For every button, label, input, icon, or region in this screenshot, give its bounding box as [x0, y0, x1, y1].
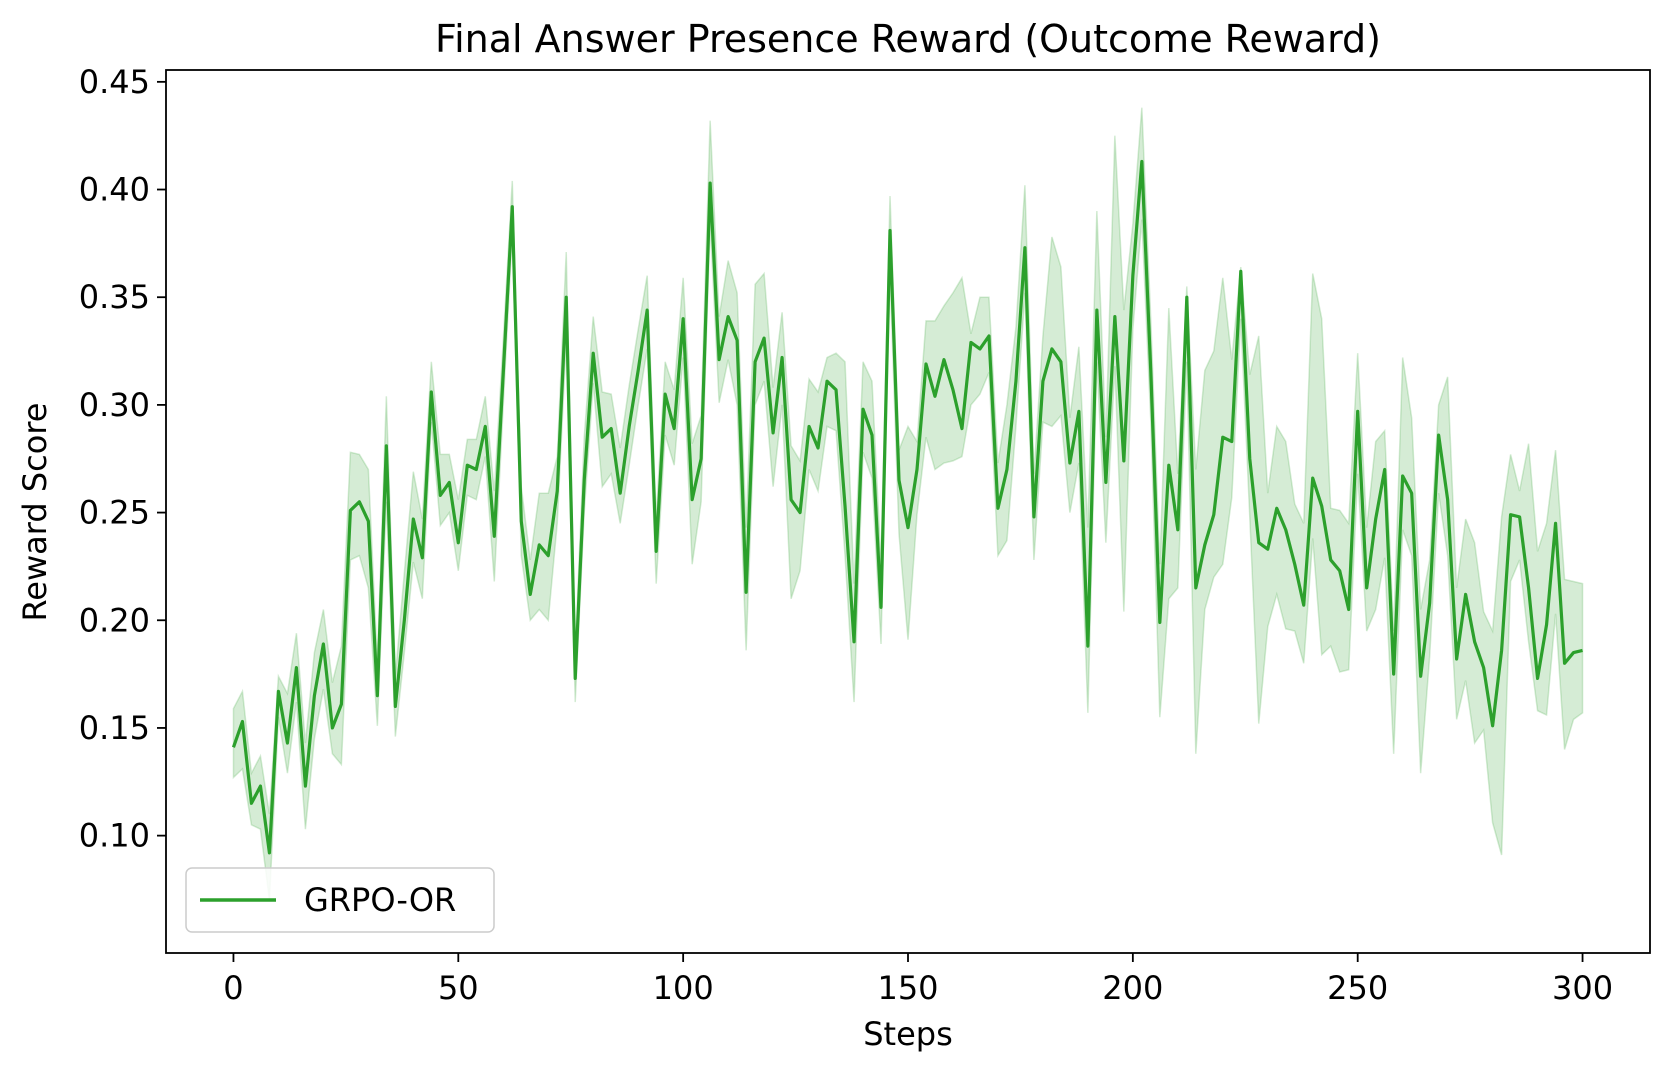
x-axis-ticks: 0 50 100 150 200 250 300: [223, 953, 1613, 1007]
series-line-layer: [231, 159, 1583, 855]
x-tick-label: 50: [438, 969, 479, 1007]
y-tick-label: 0.25: [79, 494, 150, 532]
x-tick-label: 300: [1552, 969, 1613, 1007]
y-axis-label: Reward Score: [16, 403, 54, 622]
series-line-grpo-or: [231, 159, 1583, 855]
y-tick-label: 0.10: [79, 817, 150, 855]
y-tick-label: 0.15: [79, 709, 150, 747]
x-tick-label: 250: [1327, 969, 1388, 1007]
y-tick-label: 0.40: [79, 171, 150, 209]
legend-box: [185, 867, 495, 933]
x-tick-label: 200: [1102, 969, 1163, 1007]
legend: GRPO-OR: [185, 867, 495, 933]
confidence-band-grpo-or: [232, 107, 1584, 901]
y-tick-label: 0.20: [79, 601, 150, 639]
y-axis-ticks: 0.10 0.15 0.20 0.25 0.30 0.35 0.40 0.45: [79, 63, 166, 855]
legend-label-grpo-or: GRPO-OR: [304, 881, 456, 919]
x-tick-label: 0: [223, 969, 243, 1007]
x-axis-label: Steps: [863, 1015, 953, 1053]
x-tick-label: 100: [653, 969, 714, 1007]
y-tick-label: 0.35: [79, 278, 150, 316]
y-tick-label: 0.45: [79, 63, 150, 101]
x-tick-label: 150: [877, 969, 938, 1007]
confidence-band-layer: [232, 107, 1584, 901]
chart-title: Final Answer Presence Reward (Outcome Re…: [435, 17, 1381, 61]
y-tick-label: 0.30: [79, 386, 150, 424]
